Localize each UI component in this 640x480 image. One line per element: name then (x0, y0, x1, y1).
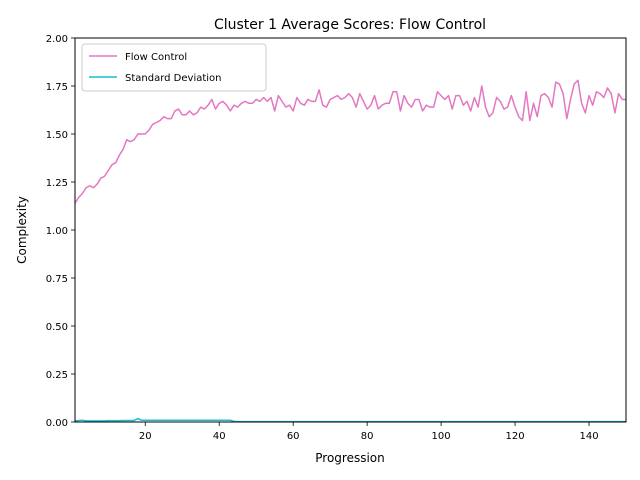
y-tick-label: 2.00 (46, 34, 68, 45)
y-tick-label: 1.25 (46, 178, 68, 189)
x-axis-label: Progression (315, 451, 385, 465)
y-tick-label: 1.00 (46, 226, 68, 237)
x-tick-label: 80 (361, 431, 374, 442)
legend-box (81, 43, 267, 92)
plot-area (75, 38, 626, 422)
chart-title: Cluster 1 Average Scores: Flow Control (214, 17, 486, 33)
y-tick-label: 0.00 (46, 418, 68, 429)
legend-label-flow-control: Flow Control (125, 52, 187, 63)
x-tick-label: 140 (579, 431, 598, 442)
y-tick-label: 0.75 (46, 274, 68, 285)
x-tick-label: 20 (139, 431, 152, 442)
plot-background (75, 38, 626, 422)
x-tick-label: 40 (213, 431, 226, 442)
legend: Flow Control Standard Deviation (81, 43, 267, 92)
y-axis-label: Complexity (15, 196, 29, 264)
y-axis-ticks: 0.00 0.25 0.50 0.75 1.00 1.25 1.50 1.75 2.00 (46, 34, 75, 429)
series-line-flow-control (74, 79, 626, 204)
y-tick-label: 1.75 (46, 82, 68, 93)
y-tick-label: 0.25 (46, 370, 68, 381)
x-axis-ticks: 20 40 60 80 100 120 140 (139, 422, 599, 442)
legend-label-standard-deviation: Standard Deviation (125, 73, 222, 84)
y-tick-label: 1.50 (46, 130, 68, 141)
x-tick-label: 60 (287, 431, 300, 442)
y-tick-label: 0.50 (46, 322, 68, 333)
x-tick-label: 120 (506, 431, 525, 442)
x-tick-label: 100 (432, 431, 451, 442)
